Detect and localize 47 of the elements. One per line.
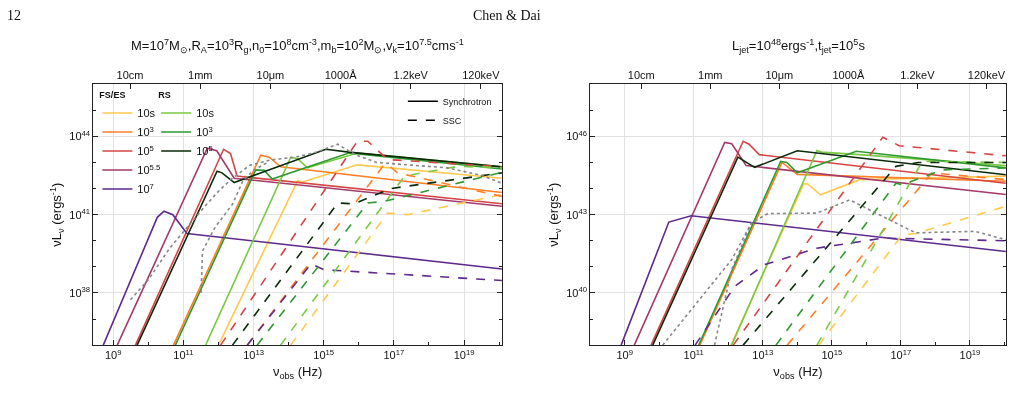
x-tick-label: 10$^{11}$ [173,347,194,362]
x-axis-title: ν$_{obs}$ (Hz) [272,363,323,381]
chart-title: L$_{jet}$=10$^{48}$ergs$^{-1}$,t$_{jet}$=10$^{5}$s [732,37,865,56]
text: 1.2keV [900,68,936,81]
x-tick-label: 10$^{19}$ [453,347,475,362]
text: 1000Å [324,68,358,81]
x-tick-label: 10$^{9}$ [104,347,122,362]
x-tick-label: 10$^{15}$ [821,347,843,362]
text: 1.2keV [393,68,429,81]
text: 12 [7,8,21,23]
legend-label: 10$^{5}$ [137,143,154,158]
x-tick-label: 10$^{11}$ [683,347,704,362]
legend-label: 10$^{3}$ [196,124,213,139]
text: Chen & Dai [473,8,541,23]
y-tick-label: 10$^{44}$ [69,128,91,143]
text: 10cm [627,68,655,81]
y-tick-label: 10$^{40}$ [566,285,587,299]
text: FS/ES [99,90,126,101]
x-tick-label: 10$^{17}$ [890,347,912,362]
text: 1mm [188,68,213,81]
x-tick-label: 10$^{17}$ [383,347,405,362]
y-tick-label: 10$^{38}$ [69,285,91,299]
chart-title: M=10$^{7}$M$_{⊙}$,R$_{A}$=10$^{3}$R$_{g}$,n$_{0}$=10$^{8}$cm$^{-3}$,m$_{b}$=10$^{2}$M$_{⊙}$,v$_{k}$=10$^{7.5}$cms$^{-1}$ [131,37,464,56]
text: 10μm [256,68,285,81]
legend-label: 10$^{7}$ [137,181,154,196]
annotation: Synchrotron [442,96,492,107]
y-tick-label: 10$^{43}$ [566,206,587,221]
y-tick-label: 10$^{46}$ [566,128,587,143]
text: 120keV [462,68,501,81]
legend-label: 10s [137,107,156,120]
text: 1mm [698,68,723,81]
x-tick-label: 10$^{19}$ [959,347,981,362]
annotation: SSC [442,115,462,126]
text: 120keV [967,68,1006,81]
x-tick-label: 10$^{15}$ [313,347,335,362]
text: 10cm [116,68,144,81]
x-tick-label: 10$^{13}$ [752,347,774,362]
x-axis-title: ν$_{obs}$ (Hz) [773,363,823,381]
text: 1000Å [832,68,865,81]
legend-label: 10$^{3}$ [137,124,154,139]
legend-label: 10$^{5.5}$ [137,162,161,177]
y-tick-label: 10$^{41}$ [69,206,91,221]
x-tick-label: 10$^{9}$ [616,347,633,362]
legend-label: 10s [196,107,215,120]
x-tick-label: 10$^{13}$ [243,347,264,362]
text: RS [158,90,171,101]
text: 10μm [765,68,794,81]
